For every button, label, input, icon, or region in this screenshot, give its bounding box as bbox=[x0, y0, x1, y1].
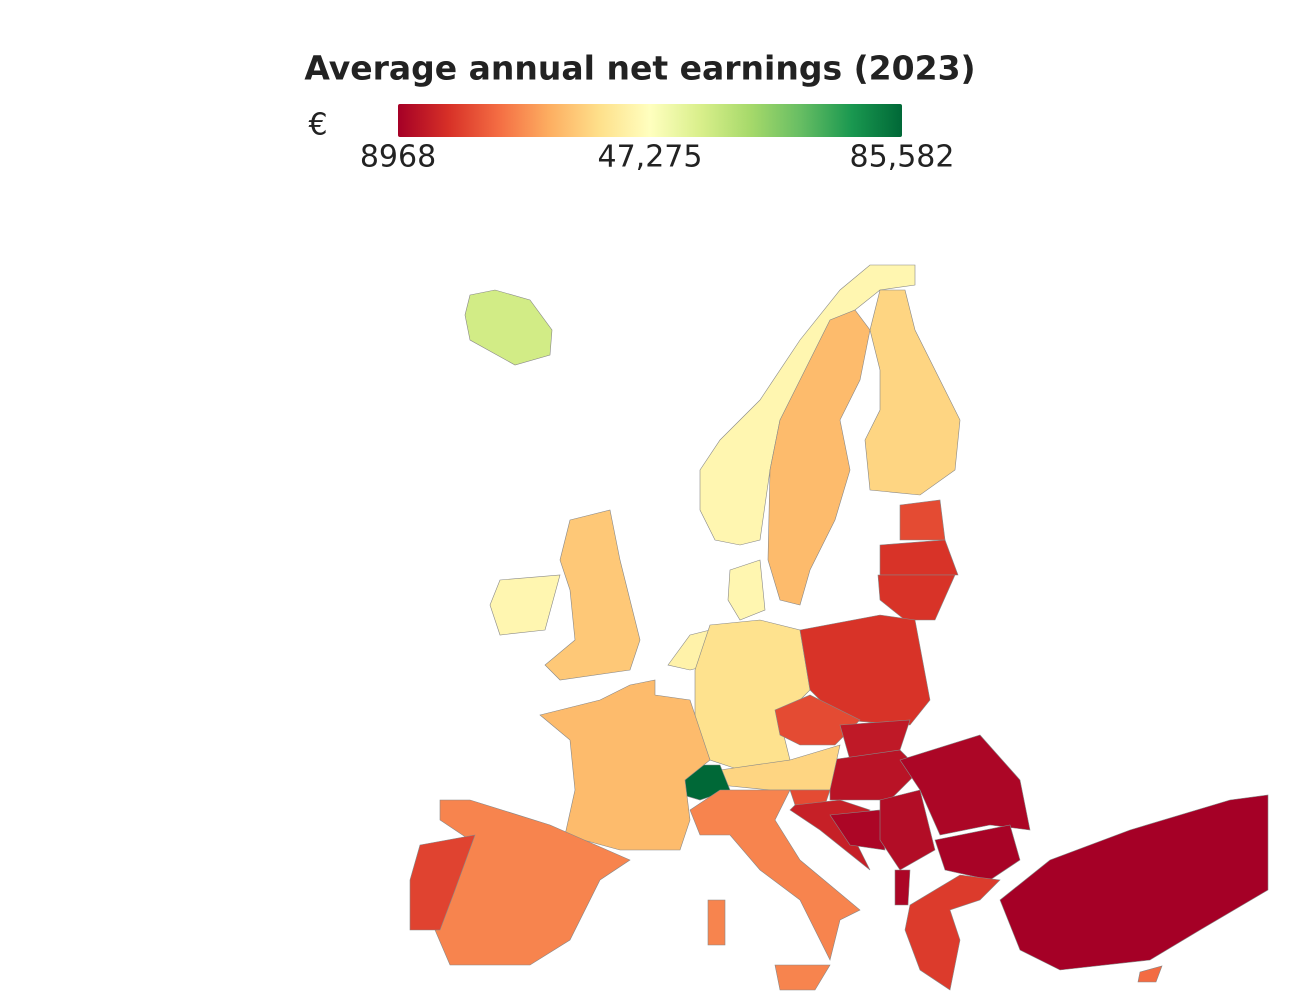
region bbox=[829, 809, 886, 851]
region bbox=[544, 509, 641, 681]
colorbar-tick-label: 85,582 bbox=[850, 140, 955, 175]
region bbox=[774, 694, 861, 746]
region bbox=[864, 289, 961, 496]
regions bbox=[409, 264, 1269, 991]
colorbar-title: € bbox=[308, 108, 327, 143]
region bbox=[904, 874, 1001, 991]
region bbox=[489, 574, 561, 636]
colorbar bbox=[398, 104, 902, 137]
colorbar-tick-label: 8968 bbox=[360, 140, 436, 175]
region bbox=[879, 789, 936, 871]
region bbox=[894, 869, 911, 906]
region bbox=[539, 679, 711, 851]
region bbox=[464, 289, 553, 366]
region bbox=[877, 574, 956, 621]
region bbox=[1137, 965, 1163, 983]
region bbox=[727, 559, 766, 621]
region bbox=[707, 899, 726, 946]
region bbox=[694, 619, 811, 771]
region bbox=[879, 539, 959, 576]
region bbox=[799, 614, 931, 726]
region bbox=[774, 964, 831, 991]
region bbox=[899, 499, 946, 541]
colorbar-tick-label: 47,275 bbox=[598, 140, 703, 175]
region bbox=[934, 824, 1021, 881]
region bbox=[829, 749, 921, 801]
chart-title: Average annual net earnings (2023) bbox=[304, 49, 975, 88]
region bbox=[999, 794, 1269, 971]
region bbox=[409, 834, 476, 931]
region bbox=[767, 309, 871, 606]
